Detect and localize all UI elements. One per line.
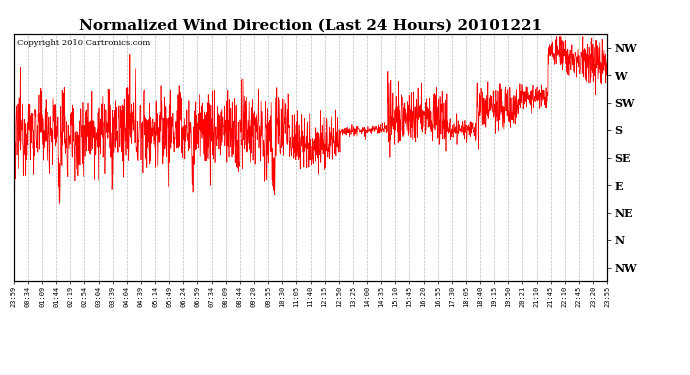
- Title: Normalized Wind Direction (Last 24 Hours) 20101221: Normalized Wind Direction (Last 24 Hours…: [79, 19, 542, 33]
- Text: Copyright 2010 Cartronics.com: Copyright 2010 Cartronics.com: [17, 39, 150, 47]
